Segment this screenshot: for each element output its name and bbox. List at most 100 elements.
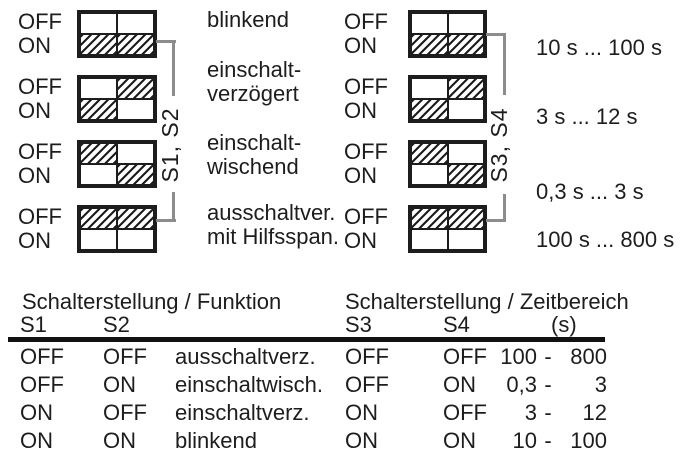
switch-cell-s4-off [447, 78, 484, 99]
switch-state-labels: OFF ON [344, 10, 408, 58]
time-range-label: 10 s ... 100 s [536, 35, 662, 60]
switch-cell-s2-on [117, 164, 154, 185]
s1-value: ON [20, 428, 53, 453]
switch-cell-s2-on [117, 34, 154, 55]
time-range-label: 100 s ... 800 s [536, 227, 675, 252]
on-label: ON [344, 163, 377, 188]
switch-row-100s-800s: OFF ON [344, 205, 487, 253]
bracket-label-s1-s2: S1, S2 [157, 107, 183, 183]
s2-value: ON [103, 428, 136, 453]
time-max-value: 100 [570, 428, 607, 453]
column-header-s1: S1 [20, 312, 47, 337]
switch-row-einschaltverzoegert: OFF ON [18, 75, 157, 123]
s4-value: ON [443, 372, 476, 397]
off-label: OFF [18, 9, 62, 34]
dip-switch-block [408, 140, 487, 188]
bracket-line [486, 33, 506, 36]
switch-row-10s-100s: OFF ON [344, 10, 487, 58]
function-label-blinkend: blinkend [207, 8, 289, 32]
s3-value: ON [345, 400, 378, 425]
column-header-s3: S3 [345, 312, 372, 337]
time-min-value: 3 [524, 400, 537, 425]
switch-cell-s3-on [411, 164, 448, 185]
switch-row-blinkend: OFF ON [18, 10, 157, 58]
s2-value: ON [103, 372, 136, 397]
function-label-line: ausschaltver. [207, 200, 336, 225]
switch-cell-s1-off [80, 143, 117, 164]
switch-cell-s1-on [80, 34, 117, 55]
function-label-line: mit Hilfsspan. [207, 224, 340, 249]
bracket-line [486, 219, 506, 222]
switch-cell-s1-off [80, 208, 117, 229]
time-max-value: 3 [594, 372, 607, 397]
switch-cell-s4-on [447, 34, 484, 55]
off-label: OFF [344, 9, 388, 34]
bracket-line [503, 33, 506, 95]
dip-switch-block [77, 10, 157, 58]
time-range-label: 3 s ... 12 s [536, 104, 638, 129]
off-label: OFF [18, 139, 62, 164]
time-min-value: 0,3 [506, 372, 537, 397]
bracket-line [503, 194, 506, 222]
switch-cell-s3-on [411, 99, 448, 120]
bracket-line [156, 40, 176, 43]
switch-state-labels: OFF ON [18, 140, 77, 188]
switch-cell-s3-off [411, 143, 448, 164]
dip-switch-block [77, 140, 157, 188]
switch-state-labels: OFF ON [344, 205, 408, 253]
switch-cell-s2-off [117, 13, 154, 34]
column-header-seconds-unit: (s) [551, 312, 577, 337]
off-label: OFF [344, 204, 388, 229]
function-label-line: verzögert [207, 81, 299, 106]
table-title-zeitbereich: Schalterstellung / Zeitbereich [345, 289, 629, 314]
on-label: ON [344, 98, 377, 123]
function-label-einschaltverzoegert: einschalt- verzögert [207, 58, 301, 106]
switch-state-labels: OFF ON [344, 140, 408, 188]
function-label-ausschaltverzoegert: ausschaltver. mit Hilfsspan. [207, 201, 339, 249]
switch-cell-s3-off [411, 208, 448, 229]
on-label: ON [18, 98, 51, 123]
function-label-einschaltwischend: einschalt- wischend [207, 131, 301, 179]
range-dash: - [544, 400, 552, 425]
switch-cell-s1-off [80, 13, 117, 34]
function-value: einschaltwisch. [175, 372, 323, 397]
function-label-line: einschalt- [207, 57, 302, 82]
bracket-label-s3-s4: S3, S4 [486, 107, 512, 183]
on-label: ON [18, 33, 51, 58]
function-value: einschaltverz. [175, 400, 310, 425]
function-value: blinkend [175, 428, 257, 453]
switch-row-03s-3s: OFF ON [344, 140, 487, 188]
table-header-rule [8, 337, 605, 342]
switch-cell-s4-on [447, 229, 484, 250]
s1-value: ON [20, 400, 53, 425]
time-range-label: 0,3 s ... 3 s [536, 179, 644, 204]
switch-cell-s4-on [447, 99, 484, 120]
switch-cell-s2-on [117, 99, 154, 120]
switch-cell-s1-on [80, 164, 117, 185]
switch-state-labels: OFF ON [18, 205, 77, 253]
off-label: OFF [18, 74, 62, 99]
switch-cell-s2-off [117, 78, 154, 99]
switch-row-ausschaltverzoegert: OFF ON [18, 205, 157, 253]
switch-cell-s4-off [447, 208, 484, 229]
switch-cell-s2-off [117, 143, 154, 164]
switch-cell-s4-off [447, 13, 484, 34]
switch-cell-s3-on [411, 34, 448, 55]
switch-cell-s4-off [447, 143, 484, 164]
time-max-value: 800 [570, 344, 607, 369]
time-max-value: 12 [582, 400, 607, 425]
time-min-value: 100 [500, 344, 537, 369]
dip-switch-block [408, 10, 487, 58]
off-label: OFF [344, 74, 388, 99]
range-dash: - [544, 428, 552, 453]
s1-value: OFF [20, 344, 64, 369]
function-value: ausschaltverz. [175, 344, 316, 369]
dip-switch-block [77, 205, 157, 253]
bracket-line [156, 219, 176, 222]
on-label: ON [18, 228, 51, 253]
s3-value: OFF [345, 372, 389, 397]
s3-value: OFF [345, 344, 389, 369]
column-header-s2: S2 [103, 312, 130, 337]
column-header-s4: S4 [443, 312, 470, 337]
